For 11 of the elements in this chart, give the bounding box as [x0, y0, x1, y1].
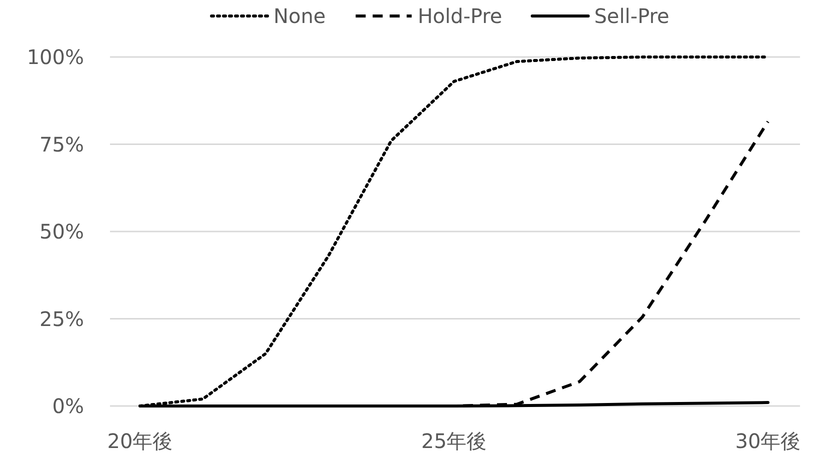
x-tick-label: 20年後: [107, 429, 173, 453]
y-tick-label: 0%: [52, 394, 84, 418]
x-tick-label: 30年後: [735, 429, 801, 453]
y-tick-label: 50%: [40, 220, 84, 244]
y-tick-label: 25%: [40, 306, 84, 331]
legend-label: Sell-Pre: [594, 4, 670, 28]
x-tick-label: 25年後: [421, 429, 487, 453]
y-tick-label: 75%: [40, 132, 84, 156]
y-tick-label: 100%: [26, 45, 84, 69]
legend-label: Hold-Pre: [418, 4, 502, 28]
legend-label: None: [274, 4, 326, 28]
